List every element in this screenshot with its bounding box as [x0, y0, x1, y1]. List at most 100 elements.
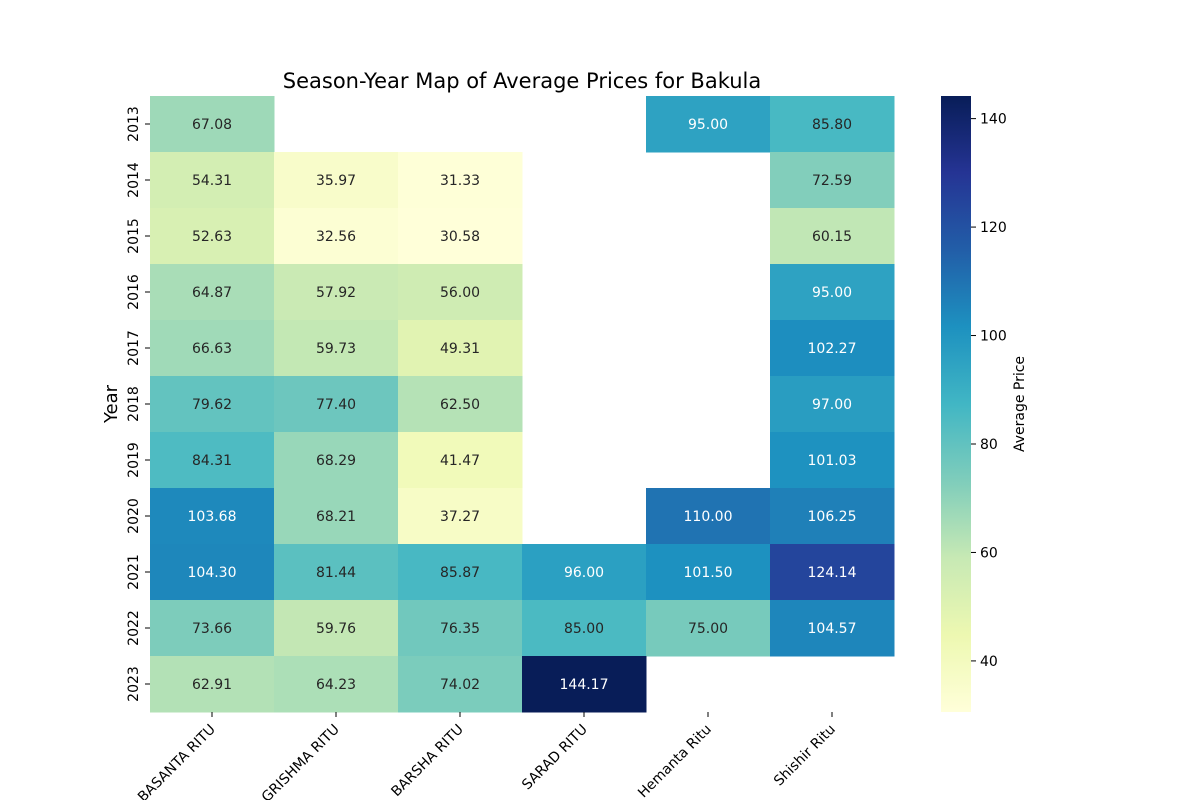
cell-value-label: 30.58 — [440, 229, 480, 245]
colorbar — [941, 96, 971, 712]
x-tick-label: GRISHMA RITU — [259, 722, 343, 800]
y-tick-label: 2023 — [126, 666, 142, 702]
cell-value-label: 64.23 — [316, 677, 356, 693]
cell-value-label: 74.02 — [440, 677, 480, 693]
y-tick-label: 2020 — [126, 498, 142, 534]
heatmap-cell — [770, 320, 895, 377]
heatmap-cell — [398, 152, 523, 209]
y-tick-label: 2013 — [126, 106, 142, 142]
heatmap-cell — [398, 600, 523, 657]
y-tick-label: 2015 — [126, 218, 142, 254]
heatmap-cell — [150, 152, 275, 209]
cell-value-label: 68.21 — [316, 509, 356, 525]
cell-value-label: 106.25 — [808, 509, 857, 525]
heatmap-cell — [770, 264, 895, 321]
cell-value-label: 73.66 — [192, 621, 232, 637]
colorbar-tick-label: 80 — [980, 437, 998, 453]
cell-value-label: 35.97 — [316, 173, 356, 189]
cell-value-label: 31.33 — [440, 173, 480, 189]
cell-value-label: 57.92 — [316, 285, 356, 301]
cell-value-label: 110.00 — [684, 509, 733, 525]
heatmap-cell — [398, 320, 523, 377]
heatmap-cell — [150, 600, 275, 657]
colorbar-tick-label: 40 — [980, 654, 998, 670]
heatmap-cell — [398, 488, 523, 545]
cell-value-label: 102.27 — [808, 341, 857, 357]
cell-value-label: 49.31 — [440, 341, 480, 357]
y-tick-label: 2014 — [126, 162, 142, 198]
cell-value-label: 85.00 — [564, 621, 604, 637]
cell-value-label: 32.56 — [316, 229, 356, 245]
y-tick-label: 2022 — [126, 610, 142, 646]
cell-value-label: 62.50 — [440, 397, 480, 413]
heatmap-cells: 67.08 95.00 85.80 54.31 35.97 31.33 72.59 52.63… — [150, 96, 895, 713]
cell-value-label: 54.31 — [192, 173, 232, 189]
heatmap-cell — [274, 264, 399, 321]
heatmap-cell — [770, 600, 895, 657]
heatmap-cell — [150, 264, 275, 321]
cell-value-label: 62.91 — [192, 677, 232, 693]
chart-title: Season-Year Map of Average Prices for Ba… — [283, 69, 761, 93]
heatmap-cell — [150, 488, 275, 545]
cell-value-label: 59.73 — [316, 341, 356, 357]
cell-value-label: 66.63 — [192, 341, 232, 357]
y-tick-label: 2021 — [126, 554, 142, 590]
cell-value-label: 84.31 — [192, 453, 232, 469]
heatmap-cell — [770, 96, 895, 153]
heatmap-cell — [398, 264, 523, 321]
y-axis: 2013 2014 2015 2016 2017 2018 2019 2020 2021 2022… — [126, 106, 150, 702]
y-tick-label: 2019 — [126, 442, 142, 478]
cell-value-label: 81.44 — [316, 565, 356, 581]
cell-value-label: 79.62 — [192, 397, 232, 413]
y-tick-label: 2018 — [126, 386, 142, 422]
cell-value-label: 52.63 — [192, 229, 232, 245]
heatmap-cell — [150, 96, 275, 153]
colorbar-tick-label: 140 — [980, 112, 1007, 128]
cell-value-label: 101.50 — [684, 565, 733, 581]
colorbar-ticks: 40 60 80 100 120 140 — [971, 112, 1007, 670]
heatmap-cell — [646, 600, 771, 657]
cell-value-label: 104.57 — [808, 621, 857, 637]
cell-value-label: 101.03 — [808, 453, 857, 469]
colorbar-tick-label: 100 — [980, 329, 1007, 345]
heatmap-cell — [522, 544, 647, 601]
cell-value-label: 85.80 — [812, 117, 852, 133]
cell-value-label: 103.68 — [188, 509, 237, 525]
heatmap-cell — [274, 152, 399, 209]
cell-value-label: 37.27 — [440, 509, 480, 525]
cell-value-label: 67.08 — [192, 117, 232, 133]
cell-value-label: 95.00 — [812, 285, 852, 301]
cell-value-label: 96.00 — [564, 565, 604, 581]
cell-value-label: 77.40 — [316, 397, 356, 413]
cell-value-label: 85.87 — [440, 565, 480, 581]
heatmap-cell — [770, 432, 895, 489]
cell-value-label: 104.30 — [188, 565, 237, 581]
heatmap-cell — [398, 432, 523, 489]
cell-value-label: 60.15 — [812, 229, 852, 245]
x-tick-label: SARAD RITU — [519, 722, 591, 794]
x-tick-label: Hemanta Ritu — [635, 722, 715, 800]
heatmap-cell — [274, 376, 399, 433]
heatmap-cell — [398, 544, 523, 601]
cell-value-label: 68.29 — [316, 453, 356, 469]
cell-value-label: 59.76 — [316, 621, 356, 637]
heatmap-cell — [274, 488, 399, 545]
heatmap-cell — [274, 544, 399, 601]
cell-value-label: 95.00 — [688, 117, 728, 133]
cell-value-label: 72.59 — [812, 173, 852, 189]
heatmap-cell — [150, 208, 275, 265]
heatmap-cell — [274, 432, 399, 489]
heatmap-cell — [274, 320, 399, 377]
y-tick-label: 2017 — [126, 330, 142, 366]
heatmap-cell — [646, 488, 771, 545]
cell-value-label: 124.14 — [808, 565, 857, 581]
heatmap-cell — [770, 488, 895, 545]
x-tick-label: Shishir Ritu — [771, 722, 839, 790]
x-tick-label: BASANTA RITU — [135, 722, 219, 800]
cell-value-label: 76.35 — [440, 621, 480, 637]
heatmap-cell — [646, 96, 771, 153]
heatmap-cell — [770, 376, 895, 433]
heatmap-cell — [398, 656, 523, 713]
y-tick-label: 2016 — [126, 274, 142, 310]
